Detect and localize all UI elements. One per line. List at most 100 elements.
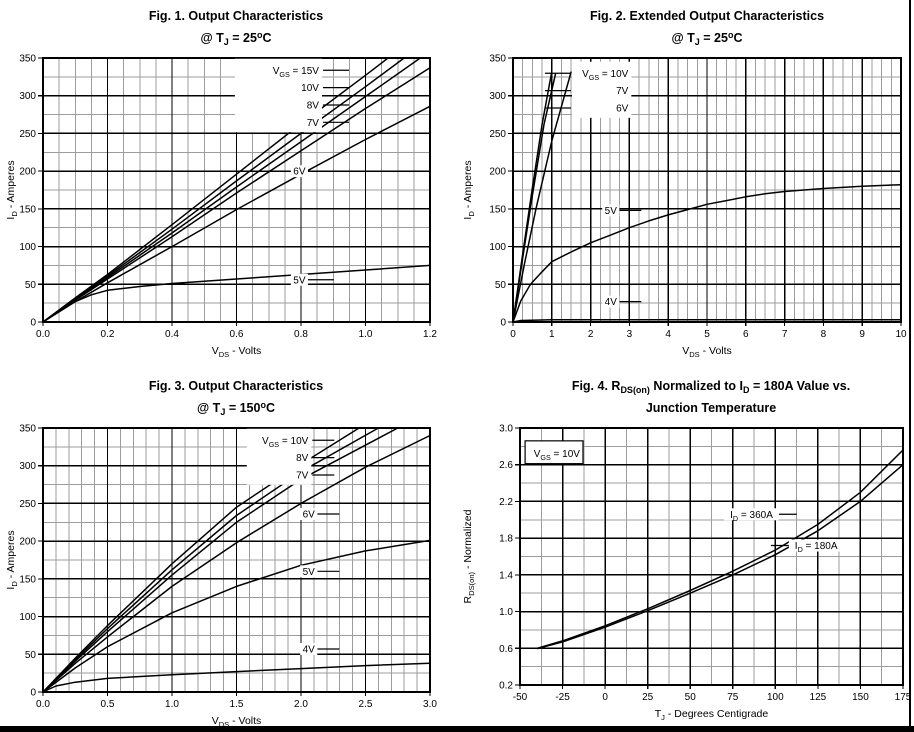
- curve-annotation: 5V: [293, 275, 306, 286]
- x-axis-label: VDS - Volts: [212, 715, 262, 729]
- x-tick-label: 150: [852, 692, 869, 703]
- y-tick-label: 2.6: [499, 460, 513, 471]
- x-tick-label: 0.6: [230, 329, 244, 340]
- x-tick-label: 100: [767, 692, 784, 703]
- x-tick-label: 3: [627, 329, 633, 340]
- legend-label: VGS = 10V: [534, 449, 581, 462]
- x-tick-label: 1.2: [423, 329, 437, 340]
- x-tick-label: 0.4: [165, 329, 179, 340]
- grid-fig2: [508, 57, 902, 326]
- annotation-bg: [724, 508, 779, 521]
- x-tick-label: 8: [821, 329, 827, 340]
- legend-box: [246, 428, 312, 485]
- plot-border: [42, 57, 431, 323]
- y-tick-label: 350: [19, 424, 36, 435]
- y-tick-label: 0: [500, 318, 506, 329]
- x-tick-label: 1.0: [165, 699, 179, 710]
- x-tick-label: 7: [782, 329, 788, 340]
- x-axis-label: TJ - Degrees Centigrade: [655, 708, 769, 722]
- legend-label: 8V: [296, 453, 309, 464]
- x-tick-label: 0.5: [101, 699, 115, 710]
- y-tick-label: 0.6: [499, 644, 513, 655]
- x-tick-label: 2: [588, 329, 594, 340]
- legend-label: 7V: [296, 470, 309, 481]
- annotation-bg: [300, 507, 318, 520]
- plot-border: [519, 427, 904, 686]
- annotation-bg: [290, 165, 308, 178]
- legend-label: 8V: [307, 100, 320, 111]
- series-group-fig1: [42, 57, 431, 323]
- x-tick-label: 1: [549, 329, 555, 340]
- curve-annotation: 5V: [303, 567, 316, 578]
- curve-VGS-4V: [42, 662, 431, 693]
- x-tick-label: 25: [642, 692, 654, 703]
- x-tick-label: 2.0: [294, 699, 308, 710]
- y-tick-label: 1.4: [499, 570, 513, 581]
- page-bottom-border: [0, 726, 914, 732]
- legend-label: 7V: [307, 118, 320, 129]
- x-tick-label: 4: [665, 329, 671, 340]
- legend-label: VGS = 10V: [582, 69, 629, 82]
- curve-VGS-6V: [42, 105, 431, 323]
- annotation-bg: [788, 539, 844, 552]
- y-tick-label: 150: [19, 574, 36, 585]
- y-tick-label: 250: [489, 129, 506, 140]
- x-tick-label: 0.2: [101, 329, 115, 340]
- curve-VGS-5V: [512, 183, 902, 323]
- curve-annotation: ID = 360A: [730, 510, 773, 523]
- annotation-bg: [300, 643, 318, 656]
- y-tick-label: 1.0: [499, 607, 513, 618]
- y-tick-label: 50: [495, 280, 507, 291]
- y-tick-label: 100: [19, 242, 36, 253]
- fig1-output-characteristics-25c-chart: VGS = 15V 10V 8V 7V 6V 5V Fig. 1. Output Chara…: [5, 9, 437, 359]
- chart-title-line2: @ TJ = 25oC: [200, 30, 271, 47]
- y-tick-label: 100: [489, 242, 506, 253]
- annotation-bg: [602, 295, 620, 308]
- grid-fig3: [38, 427, 431, 696]
- x-tick-label: 50: [685, 692, 697, 703]
- legend-box: [234, 58, 322, 133]
- curve-annotation: 4V: [303, 645, 316, 656]
- x-axis-label: VDS - Volts: [682, 345, 732, 359]
- y-tick-label: 0: [30, 688, 36, 699]
- x-tick-label: 0.0: [36, 329, 50, 340]
- y-tick-label: 200: [489, 167, 506, 178]
- y-tick-label: 350: [489, 54, 506, 65]
- plot-border: [512, 57, 902, 323]
- x-tick-label: -50: [513, 692, 528, 703]
- y-tick-label: 200: [19, 537, 36, 548]
- curve-ID-360A: [536, 449, 904, 650]
- y-axis-label: ID - Amperes: [462, 160, 476, 219]
- curve-VGS-5V: [42, 539, 431, 693]
- x-tick-label: 175: [895, 692, 912, 703]
- legend-box: [571, 61, 632, 118]
- x-tick-label: 2.5: [359, 699, 373, 710]
- chart-title-line1: Fig. 4. RDS(on) Normalized to ID = 180A …: [572, 379, 850, 395]
- y-axis-label: ID - Amperes: [5, 530, 19, 589]
- chart-title-line2: @ TJ = 25oC: [671, 30, 742, 47]
- curve-annotation: 4V: [605, 297, 618, 308]
- curve-annotation: 6V: [303, 509, 316, 520]
- y-tick-label: 1.8: [499, 534, 513, 545]
- plot-border: [42, 427, 431, 693]
- x-tick-label: 75: [727, 692, 739, 703]
- curve-VGS-7V: [512, 72, 557, 323]
- x-tick-label: 1.0: [359, 329, 373, 340]
- fig3-output-characteristics-150c-chart: VGS = 10V 8V 7V 6V 5V 4V Fig. 3. Output Charac…: [5, 379, 437, 729]
- chart-title-line1: Fig. 3. Output Characteristics: [149, 379, 323, 393]
- annotation-bg: [290, 273, 308, 286]
- chart-title-line1: Fig. 2. Extended Output Characteristics: [590, 9, 824, 23]
- y-tick-label: 0.2: [499, 681, 513, 692]
- x-tick-label: 1.5: [230, 699, 244, 710]
- page-right-border: [909, 0, 911, 726]
- x-tick-label: 0.8: [294, 329, 308, 340]
- y-tick-label: 150: [19, 204, 36, 215]
- curve-VGS-4V: [512, 318, 901, 323]
- legend-label: VGS = 10V: [262, 436, 309, 449]
- fig2-extended-output-characteristics-chart: VGS = 10V 7V 6V 5V 4V Fig. 2. Extended Output…: [462, 9, 907, 359]
- y-axis-label: ID - Amperes: [5, 160, 19, 219]
- x-tick-label: 9: [859, 329, 865, 340]
- y-tick-label: 100: [19, 612, 36, 623]
- y-tick-label: 350: [19, 54, 36, 65]
